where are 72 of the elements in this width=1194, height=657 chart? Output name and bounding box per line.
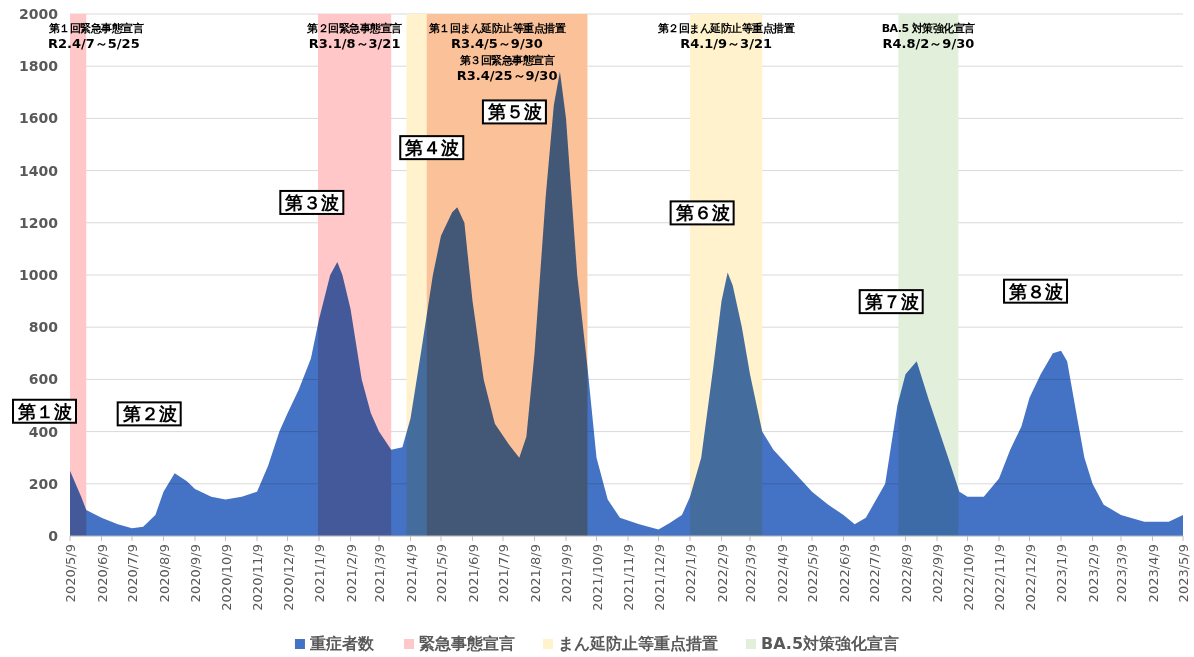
- annotation: 第２回緊急事態宣言: [306, 22, 403, 35]
- x-tick-label: 2020/7/9: [125, 544, 140, 603]
- x-tick-label: 2022/5/9: [805, 544, 820, 603]
- annotation: 第５波: [486, 101, 542, 123]
- x-tick-label: 2021/11/9: [621, 544, 637, 611]
- x-tick-label: 2022/7/9: [867, 544, 882, 603]
- annotation: 第２波: [121, 403, 177, 425]
- y-tick-label: 600: [28, 371, 59, 388]
- y-tick-label: 1800: [19, 58, 59, 75]
- x-tick-label: 2021/2/9: [343, 544, 359, 603]
- x-tick-label: 2021/1/9: [312, 544, 328, 603]
- y-tick-label: 200: [28, 475, 59, 492]
- annotation: R3.4/25～9/30: [456, 68, 558, 83]
- annotation: R4.8/2～9/30: [882, 36, 975, 51]
- x-tick-label: 2022/8/9: [898, 544, 914, 603]
- annotation: R2.4/7～5/25: [48, 36, 140, 51]
- annotation: 第１波: [17, 400, 72, 422]
- annotation: 第７波: [863, 291, 919, 313]
- annotation: R3.1/8～3/21: [308, 36, 401, 51]
- y-tick-label: 400: [28, 423, 59, 440]
- legend-label: 緊急事態宣言: [418, 634, 515, 653]
- x-tick-label: 2020/9/9: [188, 544, 204, 603]
- annotation: R3.4/5～9/30: [451, 36, 543, 51]
- x-tick-label: 2023/2/9: [1085, 544, 1101, 603]
- x-tick-label: 2023/5/9: [1176, 544, 1191, 603]
- annotation: 第４波: [404, 137, 460, 159]
- x-tick-label: 2022/6/9: [836, 544, 852, 603]
- y-tick-label: 1000: [19, 267, 59, 283]
- x-tick-label: 2022/11/9: [992, 544, 1008, 611]
- annotation: R4.1/9～3/21: [680, 36, 772, 51]
- x-tick-label: 2020/8/9: [156, 544, 172, 603]
- x-tick-label: 2023/3/9: [1114, 544, 1129, 603]
- annotation: 第２回まん延防止等重点措置: [656, 22, 795, 35]
- x-tick-label: 2021/8/9: [527, 544, 543, 603]
- x-tick-label: 2022/12/9: [1022, 544, 1038, 611]
- y-tick-label: 800: [28, 319, 59, 336]
- x-tick-label: 2022/1/9: [683, 544, 699, 603]
- y-tick-label: 2000: [19, 6, 59, 22]
- legend-label: 重症者数: [308, 634, 375, 653]
- x-tick-label: 2020/6/9: [94, 544, 110, 603]
- legend-label: BA.5対策強化宣言: [760, 634, 900, 653]
- legend-label: まん延防止等重点措置: [557, 634, 718, 653]
- annotation: 第３回緊急事態宣言: [458, 54, 555, 67]
- x-tick-label: 2022/3/9: [743, 544, 758, 603]
- x-tick-label: 2020/11/9: [250, 544, 266, 611]
- annotation: 第１回まん延防止等重点措置: [427, 22, 566, 35]
- x-tick-label: 2023/1/9: [1054, 544, 1070, 603]
- x-tick-label: 2022/2/9: [714, 544, 730, 603]
- x-tick-label: 2022/4/9: [774, 544, 790, 603]
- x-tick-label: 2022/10/9: [960, 544, 976, 611]
- annotation: BA.5 対策強化宣言: [881, 22, 976, 35]
- x-tick-label: 2020/12/9: [280, 544, 296, 611]
- y-tick-label: 1200: [19, 214, 59, 231]
- x-tick-label: 2023/4/9: [1145, 544, 1161, 603]
- x-tick-label: 2021/9/9: [559, 544, 575, 603]
- annotation: 第８波: [1008, 280, 1064, 302]
- x-tick-label: 2022/9/9: [930, 544, 946, 603]
- annotation: 第１回緊急事態宣言: [48, 22, 144, 35]
- y-tick-label: 0: [48, 528, 59, 544]
- y-tick-label: 1600: [19, 110, 59, 127]
- x-tick-label: 2021/10/9: [589, 544, 605, 611]
- y-tick-label: 1400: [19, 162, 59, 179]
- x-tick-label: 2021/7/9: [496, 544, 511, 603]
- x-tick-label: 2021/5/9: [434, 544, 449, 603]
- x-tick-label: 2021/12/9: [651, 544, 667, 611]
- x-tick-label: 2021/4/9: [403, 544, 419, 603]
- x-tick-label: 2021/6/9: [465, 544, 481, 603]
- annotation: 第３波: [284, 191, 340, 213]
- x-tick-label: 2021/3/9: [372, 544, 387, 603]
- annotation: 第６波: [674, 202, 730, 224]
- x-tick-label: 2020/5/9: [63, 544, 78, 603]
- x-tick-label: 2020/10/9: [218, 544, 234, 611]
